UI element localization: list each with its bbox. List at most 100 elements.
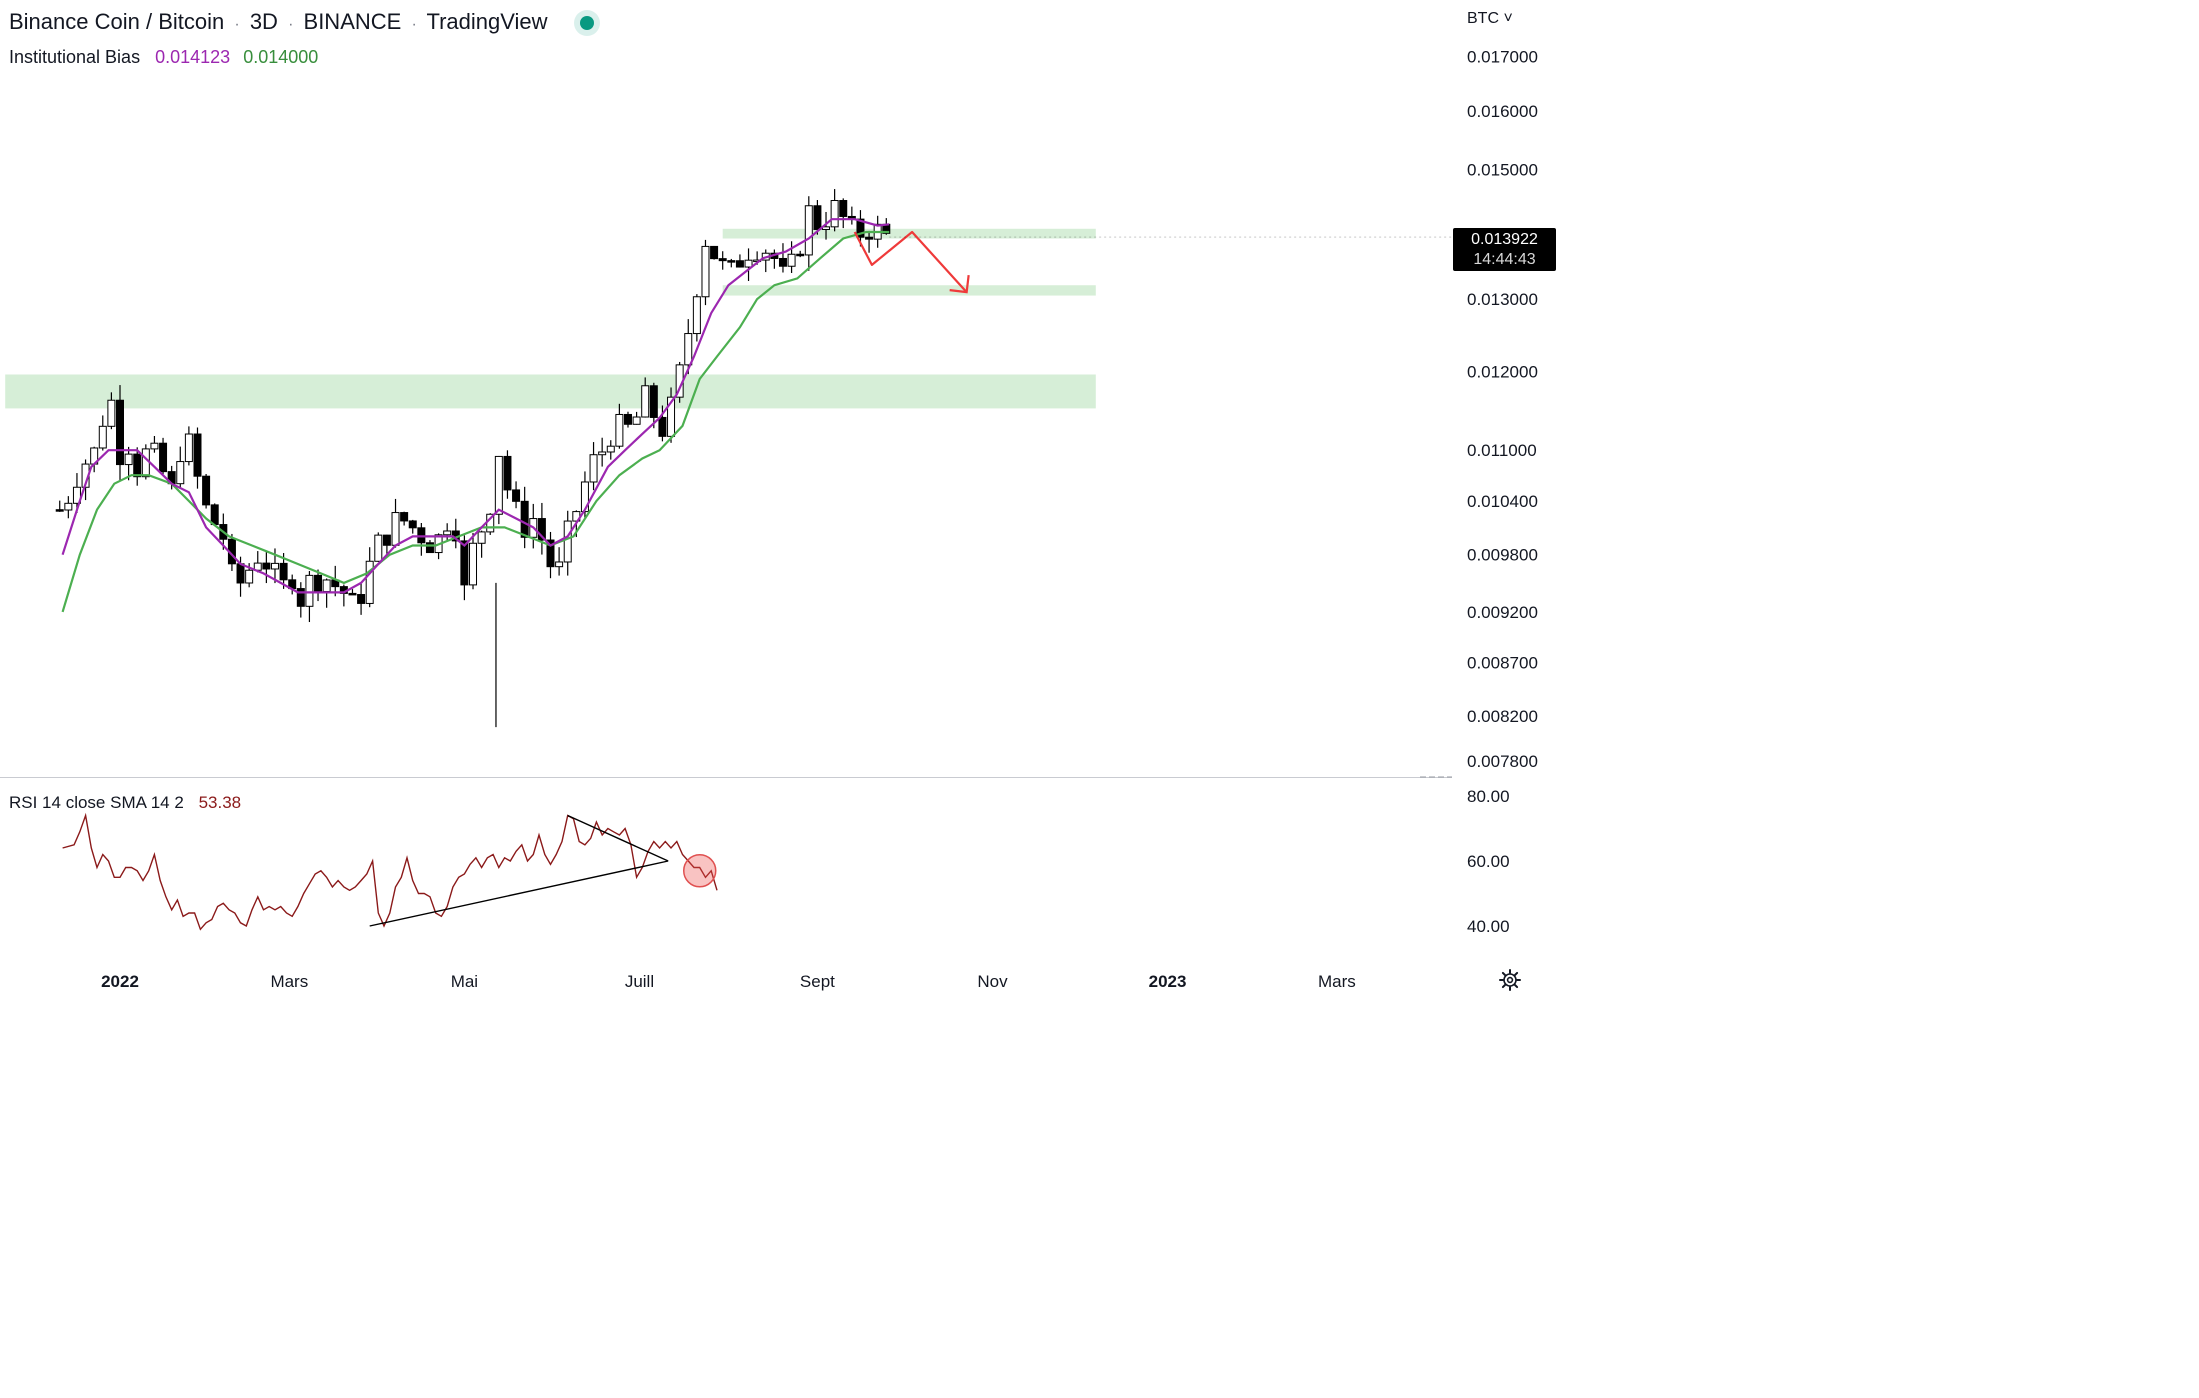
candle-body <box>856 218 865 238</box>
rsi-tick-label: 40.00 <box>1467 917 1510 936</box>
candle-body <box>262 562 271 570</box>
support-resistance-zones <box>5 228 1096 409</box>
candle-body <box>641 385 650 418</box>
candle-body <box>296 588 305 607</box>
rsi-tick-label: 80.00 <box>1467 787 1510 806</box>
candle-body <box>348 592 357 596</box>
bar-countdown: 14:44:43 <box>1473 251 1536 268</box>
institutional-bias-lines <box>61 218 890 613</box>
rsi-trendline <box>567 814 669 862</box>
indicator-value-slow: 0.014000 <box>243 47 319 67</box>
candle-body <box>684 333 693 366</box>
candle-body <box>718 258 727 262</box>
candle-body <box>391 512 400 546</box>
candle-body <box>615 413 624 447</box>
projection-arrow-head <box>949 274 970 294</box>
candle-body <box>658 416 667 437</box>
candle-body <box>520 500 529 538</box>
interval-label[interactable]: 3D <box>249 9 278 34</box>
support-zone <box>722 285 1096 296</box>
gear-icon[interactable] <box>1498 968 1522 992</box>
symbol-name[interactable]: Binance Coin / Bitcoin <box>9 9 225 34</box>
price-tick-label: 0.011000 <box>1467 441 1537 460</box>
projection-arrow <box>853 230 1452 294</box>
candle-body <box>710 245 719 260</box>
price-tick-label: 0.009200 <box>1467 603 1538 622</box>
candle-body <box>537 518 546 541</box>
indicator-legend[interactable]: Institutional Bias 0.014123 0.014000 <box>9 47 318 68</box>
candle-body <box>813 205 822 230</box>
indicator-name[interactable]: Institutional Bias <box>9 47 141 67</box>
candle-body <box>623 413 632 425</box>
candle-body <box>159 442 168 473</box>
candle-body <box>701 245 710 298</box>
candle-body <box>727 260 736 263</box>
institutional-bias-fast-line <box>61 218 890 594</box>
candle-body <box>787 253 796 267</box>
rsi-axis[interactable]: 80.00 60.00 40.00 <box>1467 787 1510 936</box>
candle-body <box>305 574 314 607</box>
candle-body <box>210 504 219 526</box>
candle-body <box>804 205 813 256</box>
candle-body <box>667 396 676 437</box>
rsi-legend[interactable]: RSI 14 close SMA 14 2 53.38 <box>9 793 241 813</box>
time-axis[interactable]: 2022 Mars Mai Juill Sept Nov 2023 Mars <box>101 972 1356 991</box>
candle-body <box>64 502 73 511</box>
candle-body <box>443 530 452 536</box>
price-tick-label: 0.007800 <box>1467 752 1538 771</box>
candle-body <box>193 433 202 477</box>
candle-body <box>314 574 323 592</box>
candle-body <box>632 416 641 425</box>
time-tick-label: 2023 <box>1149 972 1187 991</box>
price-tick-label: 0.010400 <box>1467 492 1538 511</box>
candle-body <box>141 448 150 478</box>
separator-dot: · <box>411 16 417 33</box>
candle-body <box>72 486 81 504</box>
candle-body <box>735 260 744 268</box>
candle-body <box>692 296 701 335</box>
candle-body <box>563 520 572 563</box>
currency-selector[interactable]: BTC ˅ <box>1467 10 1513 27</box>
candle-body <box>830 200 839 228</box>
candle-body <box>744 259 753 268</box>
candle-body <box>107 399 116 427</box>
candle-body <box>408 520 417 529</box>
projection-arrow-line <box>853 230 968 293</box>
price-tick-label: 0.015000 <box>1467 161 1538 180</box>
last-price-value: 0.013922 <box>1471 231 1538 248</box>
time-tick-label: Juill <box>625 972 654 991</box>
candle-body <box>236 563 245 584</box>
candle-body <box>176 461 185 485</box>
chart-title-row[interactable]: Binance Coin / Bitcoin · 3D · BINANCE · … <box>9 9 594 35</box>
price-axis[interactable]: 0.017000 0.016000 0.015000 0.013000 0.012000… <box>1467 47 1538 771</box>
price-tick-label: 0.017000 <box>1467 47 1538 66</box>
price-tick-label: 0.013000 <box>1467 290 1538 309</box>
live-dot-icon <box>579 16 594 31</box>
rsi-value: 53.38 <box>198 793 242 812</box>
candle-body <box>98 425 107 449</box>
candle-body <box>865 236 874 240</box>
candle-body <box>322 579 331 592</box>
candle-body <box>589 454 598 483</box>
candle-body <box>460 540 469 586</box>
rsi-line <box>62 812 718 931</box>
candle-body <box>374 534 383 562</box>
candle-body <box>124 453 133 466</box>
candle-body <box>150 442 159 450</box>
candle-body <box>116 399 124 466</box>
rsi-tick-label: 60.00 <box>1467 852 1510 871</box>
time-tick-label: Mars <box>270 972 308 991</box>
rsi-pane <box>62 812 718 931</box>
indicator-value-fast: 0.014123 <box>155 47 231 67</box>
candle-body <box>778 257 787 267</box>
candle-body <box>184 433 193 463</box>
source-label: TradingView <box>426 9 548 34</box>
candle-body <box>598 451 607 456</box>
rsi-name[interactable]: RSI 14 close SMA 14 2 <box>9 793 184 812</box>
chart-canvas[interactable]: 0.017000 0.016000 0.015000 0.013000 0.012000… <box>0 0 1568 995</box>
separator-dot: · <box>234 16 240 33</box>
price-candles <box>55 189 891 728</box>
price-tick-label: 0.008700 <box>1467 653 1538 672</box>
candle-body <box>796 253 805 257</box>
candle-body <box>365 560 374 604</box>
